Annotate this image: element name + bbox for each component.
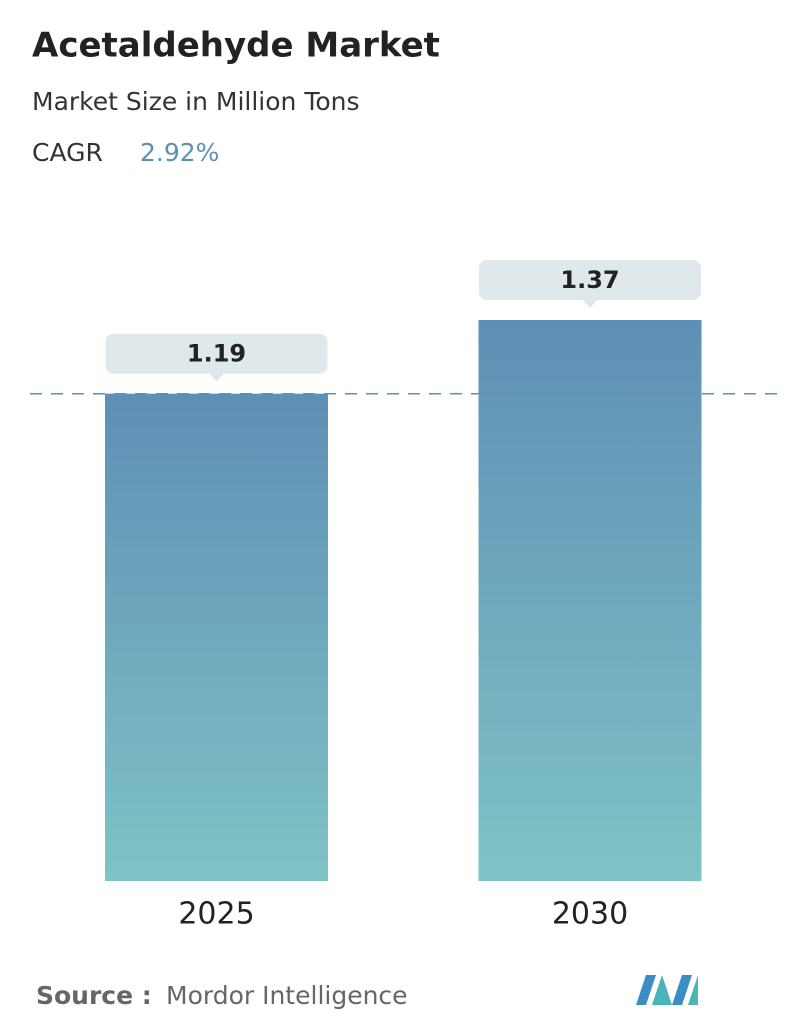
callout-pointer	[208, 372, 225, 382]
source-label: Source :	[36, 981, 152, 1010]
value-label: 1.19	[187, 340, 246, 368]
logo	[636, 975, 698, 1005]
chart-title: Acetaldehyde Market	[32, 26, 440, 66]
x-tick-label: 2030	[552, 897, 628, 932]
cagr-label: CAGR	[32, 138, 103, 167]
value-label: 1.37	[560, 266, 619, 294]
bar	[478, 320, 702, 881]
bar	[105, 393, 328, 881]
x-tick-label: 2025	[178, 897, 254, 932]
callout-pointer	[582, 299, 598, 308]
callout-box	[479, 260, 701, 300]
source: Mordor Intelligence	[166, 981, 408, 1010]
callout-box	[105, 333, 328, 374]
cagr-value: 2.92%	[140, 138, 219, 167]
chart-subtitle: Market Size in Million Tons	[32, 87, 360, 116]
